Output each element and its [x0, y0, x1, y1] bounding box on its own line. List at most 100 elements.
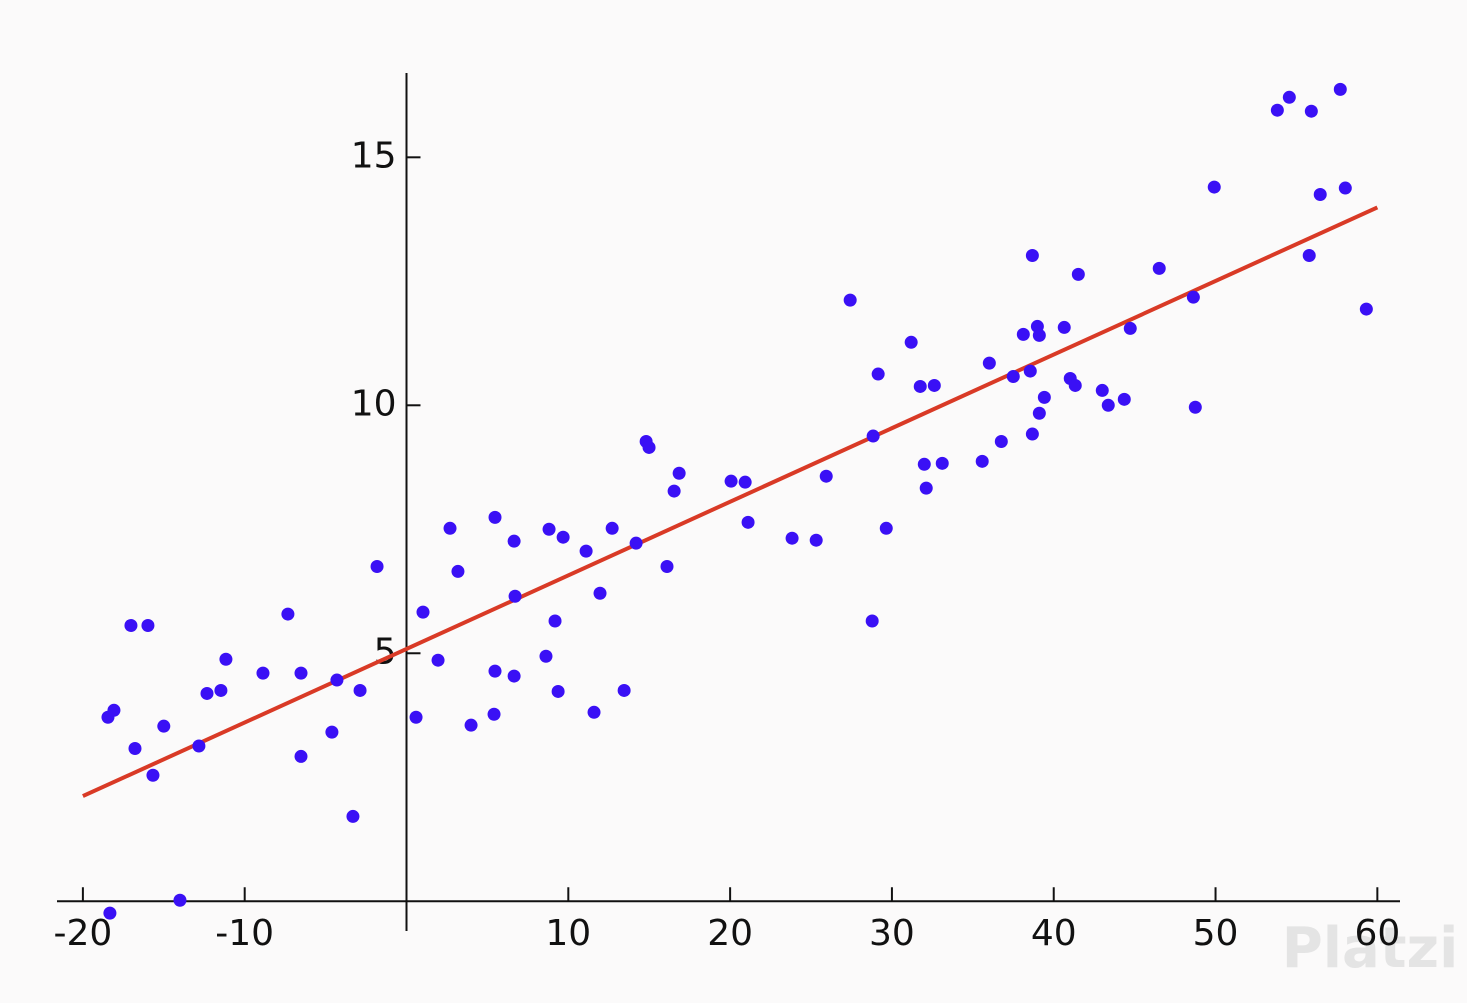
- point: [416, 605, 430, 619]
- point: [1006, 370, 1020, 384]
- point: [617, 683, 631, 697]
- point: [141, 618, 155, 632]
- point: [507, 669, 521, 683]
- y-tick-label: 10: [351, 383, 397, 424]
- point: [548, 614, 562, 628]
- point: [353, 683, 367, 697]
- point: [1123, 321, 1137, 335]
- point: [785, 531, 799, 545]
- point: [214, 683, 228, 697]
- x-tick-label: -10: [215, 913, 274, 954]
- point: [1032, 406, 1046, 420]
- point: [1333, 82, 1347, 96]
- point: [103, 906, 117, 920]
- x-tick-label: 40: [1031, 913, 1077, 954]
- point: [346, 809, 360, 823]
- point: [579, 544, 593, 558]
- point: [281, 607, 295, 621]
- point: [1023, 364, 1037, 378]
- point: [605, 521, 619, 535]
- point: [507, 534, 521, 548]
- point: [1032, 328, 1046, 342]
- point: [107, 703, 121, 717]
- point: [819, 469, 833, 483]
- point: [1188, 400, 1202, 414]
- point: [975, 454, 989, 468]
- point: [1025, 427, 1039, 441]
- point: [219, 652, 233, 666]
- point: [294, 749, 308, 763]
- point: [672, 466, 686, 480]
- watermark: Platzi: [1282, 916, 1459, 981]
- point: [157, 719, 171, 733]
- point: [487, 707, 501, 721]
- point: [542, 522, 556, 536]
- point: [330, 673, 344, 687]
- point: [1359, 302, 1373, 316]
- point: [913, 379, 927, 393]
- point: [667, 484, 681, 498]
- y-tick-label: 5: [374, 631, 397, 672]
- point: [200, 686, 214, 700]
- point: [1152, 261, 1166, 275]
- point: [982, 356, 996, 370]
- point: [809, 533, 823, 547]
- point: [464, 718, 478, 732]
- point: [741, 515, 755, 529]
- point: [488, 664, 502, 678]
- point: [146, 768, 160, 782]
- point: [1025, 249, 1039, 263]
- point: [539, 649, 553, 663]
- point: [370, 559, 384, 573]
- x-tick-label: 60: [1354, 913, 1400, 954]
- fit-line: [82, 205, 1379, 798]
- point: [1304, 104, 1318, 118]
- point: [1057, 320, 1071, 334]
- point: [124, 618, 138, 632]
- point: [994, 434, 1008, 448]
- point: [551, 684, 565, 698]
- point: [904, 335, 918, 349]
- point: [843, 293, 857, 307]
- point: [917, 457, 931, 471]
- point: [1338, 181, 1352, 195]
- point: [256, 666, 270, 680]
- point: [1117, 392, 1131, 406]
- point: [1068, 378, 1082, 392]
- x-tick-label: 50: [1193, 913, 1239, 954]
- point: [660, 559, 674, 573]
- point: [488, 510, 502, 524]
- point: [629, 536, 643, 550]
- point: [128, 741, 142, 755]
- point: [325, 725, 339, 739]
- point: [1186, 290, 1200, 304]
- point: [935, 456, 949, 470]
- point: [866, 429, 880, 443]
- point: [1071, 267, 1085, 281]
- y-tick-label: 15: [351, 135, 397, 176]
- point: [738, 475, 752, 489]
- x-tick-label: 30: [869, 913, 915, 954]
- point: [724, 474, 738, 488]
- point: [1101, 398, 1115, 412]
- point: [587, 705, 601, 719]
- point: [1016, 327, 1030, 341]
- point: [919, 481, 933, 495]
- point: [879, 521, 893, 535]
- point: [865, 614, 879, 628]
- point: [192, 739, 206, 753]
- point: [1302, 249, 1316, 263]
- point: [593, 586, 607, 600]
- point: [1313, 188, 1327, 202]
- point: [451, 564, 465, 578]
- x-tick-label: 20: [707, 913, 753, 954]
- point: [1207, 180, 1221, 194]
- point: [556, 530, 570, 544]
- point: [642, 440, 656, 454]
- point: [508, 589, 522, 603]
- point: [927, 378, 941, 392]
- point: [1282, 90, 1296, 104]
- point: [294, 666, 308, 680]
